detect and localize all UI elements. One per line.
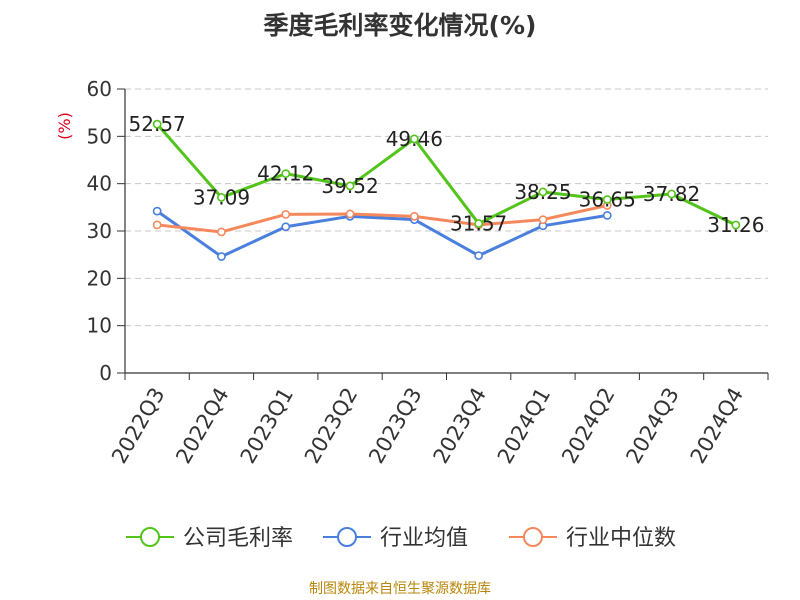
legend-label: 行业均值 (380, 526, 468, 551)
x-tick-label: 2022Q3 (107, 384, 169, 468)
data-point (409, 134, 419, 144)
data-point (281, 169, 291, 179)
y-tick-label: 0 (99, 361, 112, 385)
data-label: 42.12 (257, 162, 314, 186)
chart-title: 季度毛利率变化情况(%) (263, 11, 537, 40)
data-point (217, 227, 226, 237)
x-tick-label: 2023Q1 (236, 384, 298, 468)
data-label: 39.52 (321, 174, 378, 198)
data-point (217, 193, 226, 202)
x-tick-label: 2023Q2 (300, 384, 362, 468)
data-point (217, 252, 226, 261)
data-label: 52.57 (129, 112, 186, 136)
legend-label: 行业中位数 (566, 526, 676, 551)
data-point (538, 215, 548, 225)
y-tick-label: 50 (87, 124, 112, 148)
y-tick-label: 20 (87, 266, 112, 290)
data-label: 36.65 (579, 188, 636, 212)
data-point (152, 119, 162, 129)
data-label: 37.82 (643, 182, 700, 206)
legend-label: 公司毛利率 (183, 526, 293, 551)
y-tick-label: 10 (87, 314, 112, 338)
data-label: 49.46 (386, 127, 443, 151)
data-label: 38.25 (514, 180, 571, 204)
series-line (156, 123, 737, 227)
data-point (667, 189, 676, 199)
x-tick-label: 2024Q3 (621, 384, 683, 468)
series-line (156, 203, 608, 234)
x-tick-label: 2022Q4 (171, 384, 233, 468)
y-tick-label: 40 (87, 172, 112, 196)
data-point (474, 219, 484, 228)
x-tick-label: 2023Q3 (364, 384, 426, 468)
data-point (345, 209, 355, 219)
series-line (156, 209, 608, 259)
data-label: 31.26 (707, 213, 764, 237)
data-label: 37.09 (193, 185, 250, 209)
legend-marker (140, 527, 160, 547)
data-point (281, 210, 291, 219)
legend-marker (523, 527, 543, 547)
data-point (602, 210, 612, 220)
data-source: 制图数据来自恒生聚源数据库 (309, 581, 491, 597)
legend-marker (337, 527, 357, 547)
data-point (731, 220, 741, 230)
y-axis-label: (%) (55, 112, 74, 140)
y-tick-label: 60 (87, 77, 112, 101)
data-point (152, 206, 162, 216)
data-point (345, 181, 355, 191)
data-label: 31.57 (450, 212, 507, 236)
data-point (409, 211, 419, 221)
y-tick-label: 30 (87, 219, 112, 243)
data-point (281, 222, 291, 232)
data-point (474, 251, 484, 261)
data-point (602, 195, 612, 204)
x-tick-label: 2024Q1 (493, 384, 555, 468)
x-tick-label: 2023Q4 (429, 384, 491, 468)
x-tick-label: 2024Q4 (686, 384, 748, 468)
data-point (538, 187, 548, 197)
x-tick-label: 2024Q2 (557, 384, 619, 468)
data-point (152, 220, 162, 230)
